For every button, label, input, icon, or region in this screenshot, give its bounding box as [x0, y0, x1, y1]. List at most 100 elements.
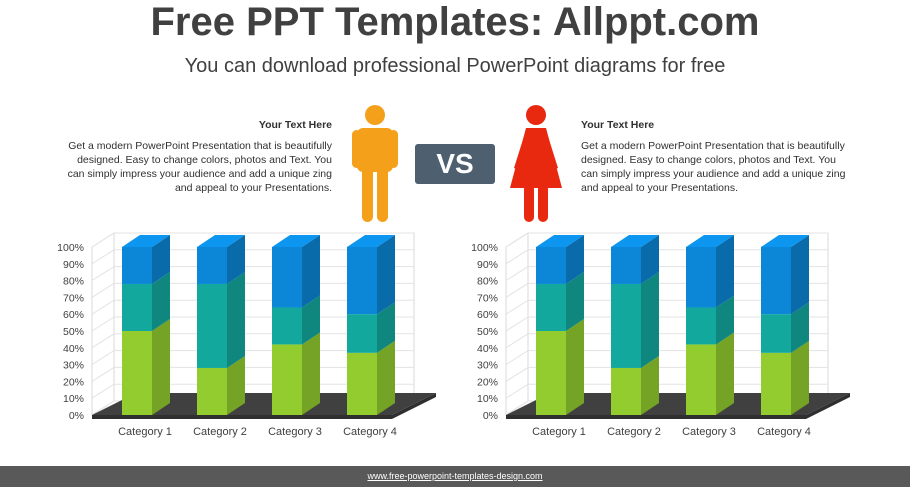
- bar-segment: [347, 352, 377, 415]
- bar-segment-side: [152, 319, 170, 415]
- gridline: [91, 232, 414, 248]
- footer-bar: www.free-powerpoint-templates-design.com: [0, 466, 910, 487]
- page-title: Free PPT Templates: Allppt.com: [150, 0, 760, 44]
- x-category-label: Category 3: [682, 426, 736, 438]
- left-text-body: Get a modern PowerPoint Presentation tha…: [67, 140, 332, 194]
- bar-segment-side: [377, 235, 395, 315]
- bar-segment-side: [227, 271, 245, 368]
- left-text-heading: Your Text Here: [258, 119, 332, 131]
- bar-segment: [611, 283, 641, 368]
- bar-segment-side: [566, 319, 584, 415]
- bar-top: [761, 235, 809, 247]
- y-tick-label: 80%: [477, 276, 498, 288]
- y-tick-label: 90%: [477, 259, 498, 271]
- bar-segment-side: [227, 355, 245, 415]
- bar-segment: [122, 247, 152, 284]
- bar-segment-side: [152, 271, 170, 331]
- footer-url-link[interactable]: www.free-powerpoint-templates-design.com: [367, 471, 543, 481]
- bar-segment-side: [566, 235, 584, 284]
- bar-segment-side: [566, 271, 584, 331]
- y-tick-label: 100%: [57, 242, 84, 254]
- bar-segment: [272, 247, 302, 308]
- bar-segment-side: [641, 271, 659, 368]
- y-tick-label: 90%: [63, 259, 84, 271]
- bar-top: [611, 235, 659, 247]
- bar-top: [686, 235, 734, 247]
- bar-segment-side: [227, 235, 245, 284]
- bar-segment-side: [152, 235, 170, 284]
- bar-segment-side: [377, 302, 395, 353]
- bar-segment: [197, 367, 227, 415]
- y-tick-label: 20%: [63, 376, 84, 388]
- y-tick-label: 100%: [471, 242, 498, 254]
- bar-segment-side: [302, 295, 320, 345]
- bar-segment-side: [302, 235, 320, 308]
- bar-segment: [611, 247, 641, 284]
- x-category-label: Category 3: [268, 426, 322, 438]
- x-category-label: Category 4: [757, 426, 811, 438]
- left-text-block: Your Text Here Get a modern PowerPoint P…: [62, 118, 332, 195]
- bar-segment: [347, 247, 377, 315]
- x-category-label: Category 2: [607, 426, 661, 438]
- bar-segment-side: [641, 235, 659, 284]
- stacked-bar-chart-left: 0% 10% 20% 30% 40% 50% 60% 70% 80% 90% 100% Categor…: [57, 232, 436, 438]
- right-text-body: Get a modern PowerPoint Presentation tha…: [581, 140, 846, 194]
- y-tick-label: 30%: [477, 360, 498, 372]
- y-tick-label: 20%: [477, 376, 498, 388]
- male-person-icon: [352, 105, 398, 222]
- bar-segment-side: [302, 332, 320, 415]
- female-person-icon: [510, 105, 562, 222]
- y-tick-label: 70%: [63, 292, 84, 304]
- bar-segment: [272, 307, 302, 345]
- y-tick-label: 40%: [63, 343, 84, 355]
- bar-segment: [611, 367, 641, 415]
- y-tick-label: 50%: [63, 326, 84, 338]
- bar-segment: [122, 331, 152, 415]
- bar-segment: [536, 283, 566, 331]
- bar-segment: [686, 307, 716, 345]
- bar-top: [347, 235, 395, 247]
- x-category-label: Category 2: [193, 426, 247, 438]
- y-tick-label: 30%: [63, 360, 84, 372]
- bar-segment: [686, 344, 716, 415]
- y-tick-label: 80%: [63, 276, 84, 288]
- y-tick-label: 40%: [477, 343, 498, 355]
- bar-segment: [761, 247, 791, 315]
- bar-top: [122, 235, 170, 247]
- x-category-label: Category 1: [532, 426, 586, 438]
- right-text-block: Your Text Here Get a modern PowerPoint P…: [581, 118, 851, 195]
- bar-segment: [347, 314, 377, 353]
- bar-segment: [536, 331, 566, 415]
- y-tick-label: 50%: [477, 326, 498, 338]
- gridline: [505, 232, 828, 248]
- bar-segment-side: [791, 302, 809, 353]
- bar-segment-side: [716, 332, 734, 415]
- bar-segment-side: [716, 295, 734, 345]
- bar-segment-side: [641, 355, 659, 415]
- bar-segment-side: [791, 340, 809, 415]
- y-tick-label: 60%: [63, 309, 84, 321]
- bar-top: [536, 235, 584, 247]
- y-tick-label: 60%: [477, 309, 498, 321]
- chart-floor-edge: [92, 393, 436, 419]
- y-tick-label: 0%: [69, 410, 84, 422]
- x-category-label: Category 1: [118, 426, 172, 438]
- bar-top: [272, 235, 320, 247]
- x-category-label: Category 4: [343, 426, 397, 438]
- bar-segment: [197, 283, 227, 368]
- y-tick-label: 0%: [483, 410, 498, 422]
- stacked-bar-chart-right: 0% 10% 20% 30% 40% 50% 60% 70% 80% 90% 100% Categor…: [471, 232, 850, 438]
- right-text-heading: Your Text Here: [581, 119, 655, 131]
- bar-segment: [272, 344, 302, 415]
- bar-segment: [761, 314, 791, 353]
- bar-top: [197, 235, 245, 247]
- bar-segment: [536, 247, 566, 284]
- vs-label: VS: [415, 144, 495, 184]
- y-tick-label: 70%: [477, 292, 498, 304]
- y-tick-label: 10%: [63, 393, 84, 405]
- bar-segment: [761, 352, 791, 415]
- bar-segment: [686, 247, 716, 308]
- bar-segment-side: [377, 340, 395, 415]
- bar-segment: [197, 247, 227, 284]
- bar-segment-side: [791, 235, 809, 315]
